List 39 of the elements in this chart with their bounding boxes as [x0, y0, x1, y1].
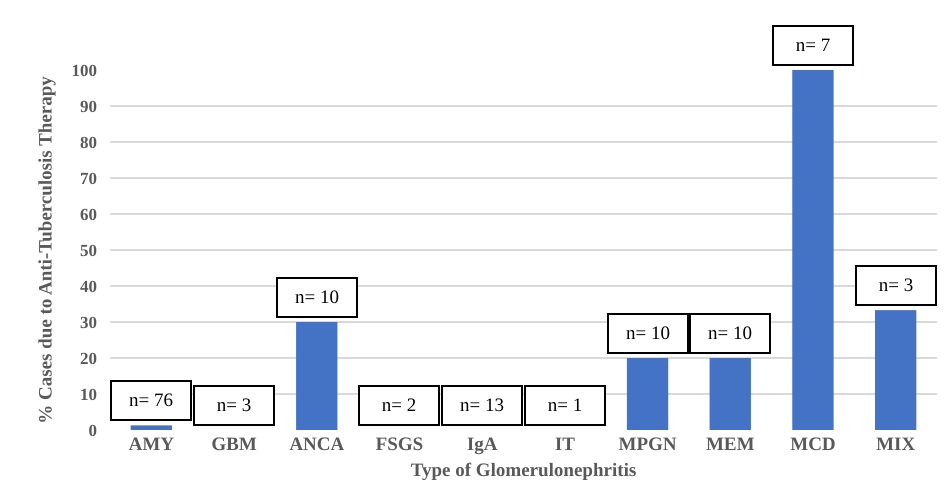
annotation: n= 3 [878, 275, 914, 296]
annotation: n= 2 [382, 395, 416, 416]
bar [296, 322, 338, 430]
x-tick-label: MEM [706, 434, 755, 455]
bar [710, 358, 751, 430]
x-tick-label: IgA [466, 434, 498, 455]
annotation: n= 76 [129, 390, 173, 411]
y-axis-title: % Cases due to Anti-Tuberculosis Therapy [35, 76, 56, 424]
x-axis-title: Type of Glomerulonephritis [410, 460, 636, 481]
y-tick-label: 100 [72, 60, 97, 80]
y-tick-label: 10 [80, 384, 97, 404]
annotation: n= 3 [216, 395, 252, 416]
y-tick-label: 0 [88, 420, 97, 440]
annotation: n= 10 [708, 323, 752, 344]
x-tick-label: IT [554, 434, 576, 455]
x-tick-label: MCD [790, 434, 836, 455]
annotation: n= 7 [796, 35, 830, 56]
x-tick-label: ANCA [289, 434, 344, 455]
x-tick-label: AMY [128, 434, 174, 455]
annotation: n= 13 [460, 395, 504, 416]
annotation: n= 10 [626, 323, 670, 344]
bar [626, 358, 668, 430]
annotation: n= 10 [295, 287, 339, 308]
x-tick-label: MIX [876, 434, 916, 455]
y-tick-label: 50 [80, 240, 97, 260]
y-tick-label: 80 [80, 132, 97, 152]
annotation: n= 1 [548, 395, 582, 416]
x-tick-label: FSGS [376, 434, 424, 455]
y-tick-label: 30 [80, 312, 97, 332]
bar [874, 310, 916, 430]
bar [130, 425, 172, 430]
bar [792, 70, 834, 430]
y-tick-label: 70 [80, 168, 97, 188]
y-tick-label: 90 [80, 96, 97, 116]
y-tick-label: 40 [80, 276, 97, 296]
y-tick-label: 60 [80, 204, 97, 224]
x-tick-label: MPGN [618, 434, 677, 455]
x-tick-label: GBM [211, 434, 257, 455]
y-tick-label: 20 [80, 348, 97, 368]
